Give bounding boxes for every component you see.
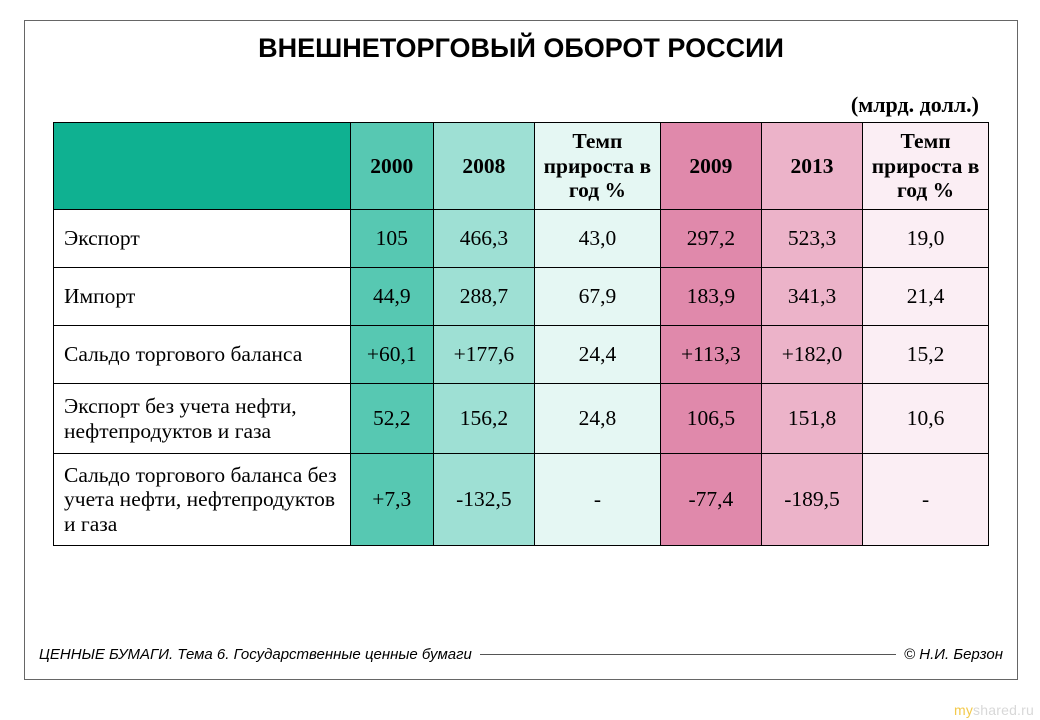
watermark: myshared.ru xyxy=(954,702,1034,718)
cell-growth-b: 21,4 xyxy=(863,268,989,326)
cell-2008: 466,3 xyxy=(433,210,534,268)
cell-2009: +113,3 xyxy=(660,326,761,384)
header-2013: 2013 xyxy=(761,123,862,210)
row-label: Экспорт без учета нефти, нефтепродуктов … xyxy=(54,384,351,454)
watermark-right: shared.ru xyxy=(973,702,1034,718)
cell-growth-a: - xyxy=(534,454,660,546)
cell-growth-a: 43,0 xyxy=(534,210,660,268)
cell-growth-a: 67,9 xyxy=(534,268,660,326)
cell-2008: 288,7 xyxy=(433,268,534,326)
table-row: Импорт44,9288,767,9183,9341,321,4 xyxy=(54,268,989,326)
row-label: Сальдо торгового баланса без учета нефти… xyxy=(54,454,351,546)
cell-2009: 183,9 xyxy=(660,268,761,326)
cell-2013: -189,5 xyxy=(761,454,862,546)
slide-title: ВНЕШНЕТОРГОВЫЙ ОБОРОТ РОССИИ xyxy=(25,33,1017,64)
cell-2013: 341,3 xyxy=(761,268,862,326)
watermark-left: my xyxy=(954,702,973,718)
cell-growth-b: - xyxy=(863,454,989,546)
footer-right: © Н.И. Берзон xyxy=(904,646,1003,663)
trade-table: 2000 2008 Темп прироста в год % 2009 201… xyxy=(53,122,989,546)
table-header-row: 2000 2008 Темп прироста в год % 2009 201… xyxy=(54,123,989,210)
cell-2008: 156,2 xyxy=(433,384,534,454)
header-growth-a: Темп прироста в год % xyxy=(534,123,660,210)
cell-2009: 297,2 xyxy=(660,210,761,268)
table-row: Экспорт105466,343,0297,2523,319,0 xyxy=(54,210,989,268)
cell-2009: 106,5 xyxy=(660,384,761,454)
table-row: Сальдо торгового баланса+60,1+177,624,4+… xyxy=(54,326,989,384)
cell-2000: +7,3 xyxy=(350,454,433,546)
cell-2000: 105 xyxy=(350,210,433,268)
header-2009: 2009 xyxy=(660,123,761,210)
header-growth-b: Темп прироста в год % xyxy=(863,123,989,210)
cell-2009: -77,4 xyxy=(660,454,761,546)
cell-2008: +177,6 xyxy=(433,326,534,384)
slide-footer: ЦЕННЫЕ БУМАГИ. Тема 6. Государственные ц… xyxy=(25,646,1017,663)
row-label: Импорт xyxy=(54,268,351,326)
footer-divider xyxy=(480,654,896,655)
row-label: Экспорт xyxy=(54,210,351,268)
cell-growth-a: 24,8 xyxy=(534,384,660,454)
table-row: Сальдо торгового баланса без учета нефти… xyxy=(54,454,989,546)
cell-growth-b: 15,2 xyxy=(863,326,989,384)
header-2008: 2008 xyxy=(433,123,534,210)
cell-2000: +60,1 xyxy=(350,326,433,384)
footer-left: ЦЕННЫЕ БУМАГИ. Тема 6. Государственные ц… xyxy=(39,646,472,663)
units-label: (млрд. долл.) xyxy=(25,92,979,118)
cell-2013: +182,0 xyxy=(761,326,862,384)
header-corner xyxy=(54,123,351,210)
cell-2008: -132,5 xyxy=(433,454,534,546)
cell-growth-b: 10,6 xyxy=(863,384,989,454)
table-row: Экспорт без учета нефти, нефтепродуктов … xyxy=(54,384,989,454)
cell-2000: 52,2 xyxy=(350,384,433,454)
row-label: Сальдо торгового баланса xyxy=(54,326,351,384)
cell-growth-b: 19,0 xyxy=(863,210,989,268)
cell-growth-a: 24,4 xyxy=(534,326,660,384)
slide-frame: ВНЕШНЕТОРГОВЫЙ ОБОРОТ РОССИИ (млрд. долл… xyxy=(24,20,1018,680)
cell-2013: 151,8 xyxy=(761,384,862,454)
header-2000: 2000 xyxy=(350,123,433,210)
cell-2000: 44,9 xyxy=(350,268,433,326)
cell-2013: 523,3 xyxy=(761,210,862,268)
